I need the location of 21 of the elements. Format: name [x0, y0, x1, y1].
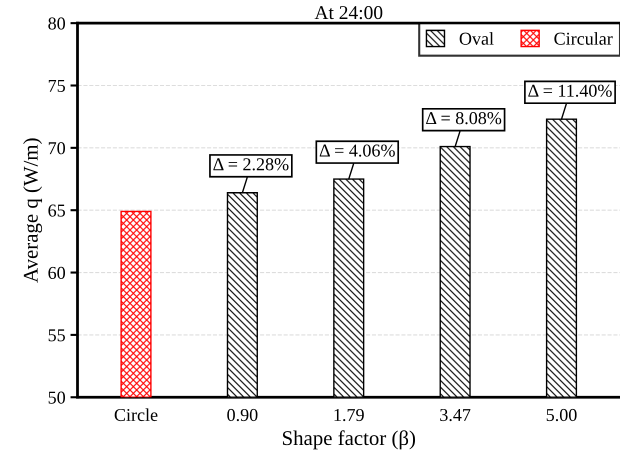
y-tick-label: 60 [48, 266, 66, 279]
chart-title: At 24:00 [314, 6, 382, 20]
x-axis-title: Shape factor (β) [282, 430, 416, 450]
x-tick-label: Circle [114, 408, 158, 422]
x-tick-label: 3.47 [440, 408, 470, 422]
x-tick-label: 0.90 [227, 408, 258, 422]
annotation: Δ = 8.08% [426, 112, 502, 124]
y-axis-title: Average q (W/m) [23, 138, 42, 283]
y-tick-label: 75 [48, 80, 65, 92]
y-tick-label: 55 [48, 329, 65, 342]
x-tick-label: 5.00 [546, 408, 577, 422]
y-tick-label: 80 [48, 17, 66, 30]
legend-label: Circular [554, 32, 613, 45]
y-tick-label: 50 [48, 392, 66, 404]
legend-label: Oval [460, 32, 494, 45]
x-tick-label: 1.79 [334, 408, 364, 422]
y-tick-label: 70 [48, 142, 66, 154]
annotation: Δ = 11.40% [528, 84, 612, 97]
y-tick-label: 65 [48, 204, 65, 217]
annotation: Δ = 4.06% [320, 144, 395, 157]
annotation: Δ = 2.28% [213, 158, 289, 170]
